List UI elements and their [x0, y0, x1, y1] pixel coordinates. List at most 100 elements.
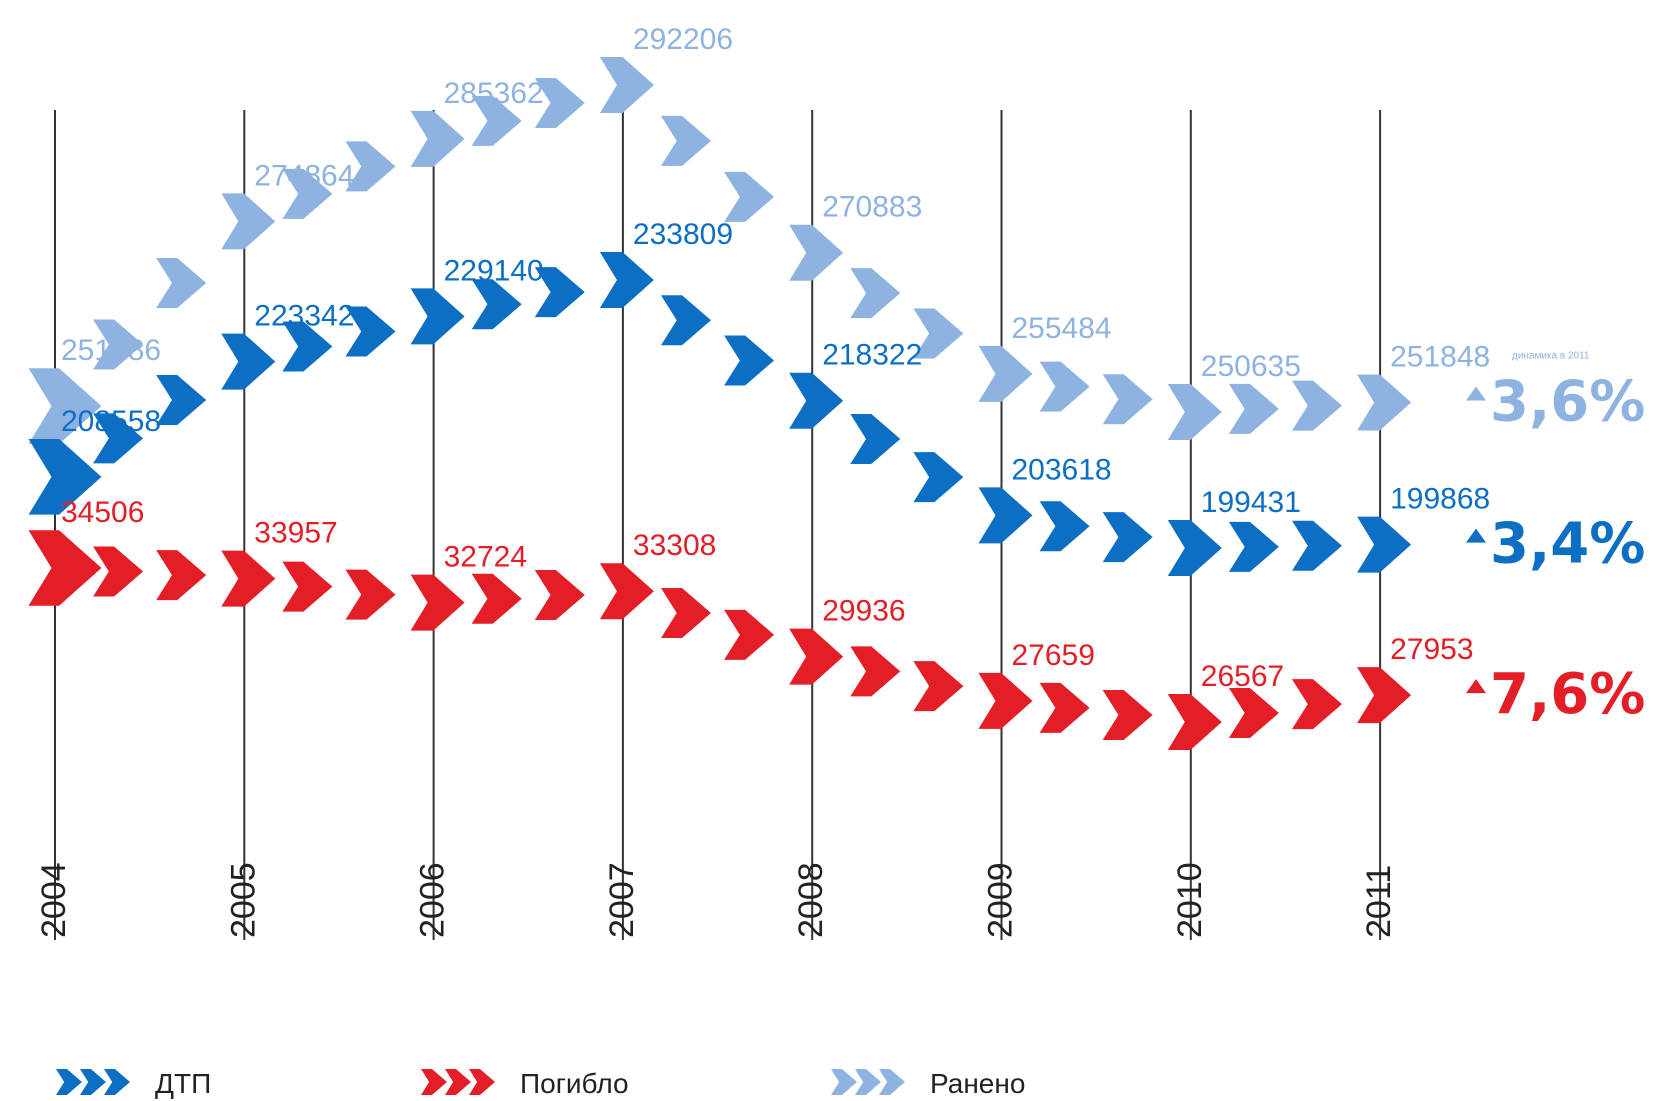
data-label-1-2008: 218322: [822, 339, 922, 372]
change-layer: 3,6% 3,4% 7,6%: [1466, 369, 1645, 727]
data-point-1-2011: [1357, 516, 1412, 573]
series-0-connector-chevron: [282, 168, 333, 219]
legend-label-1: Погибло: [520, 1068, 629, 1099]
series-0: 251386 274864 285362 292206 270883 255484 2506…: [28, 23, 1490, 444]
series-0-connector-chevron: [913, 308, 964, 359]
series-2-connector-chevron: [1102, 689, 1153, 740]
data-label-1-2011: 199868: [1390, 483, 1490, 516]
change-value-2: 7,6%: [1490, 662, 1645, 727]
data-point-0-2007: [599, 57, 654, 113]
year-label-2004: 2004: [35, 862, 73, 938]
series-layer: 251386 274864 285362 292206 270883 255484 2506…: [28, 23, 1490, 750]
data-label-0-2009: 255484: [1012, 312, 1112, 345]
series-0-connector-chevron: [724, 171, 775, 222]
data-label-2-2008: 29936: [822, 595, 905, 628]
series-2-connector-chevron: [724, 609, 775, 660]
change-arrow-2: [1466, 679, 1486, 694]
data-label-1-2005: 223342: [254, 300, 354, 333]
series-2-connector-chevron: [471, 573, 522, 624]
year-label-2007: 2007: [603, 862, 641, 938]
series-1-connector-chevron: [471, 279, 522, 330]
data-label-2-2011: 27953: [1390, 633, 1473, 666]
series-2-connector-chevron: [1292, 679, 1342, 730]
series-0-connector-chevron: [156, 257, 207, 308]
data-point-2-2010: [1167, 694, 1222, 750]
series-2-connector-chevron: [850, 646, 901, 697]
series-2-connector-chevron: [345, 569, 396, 620]
change-value-0: 3,6%: [1490, 369, 1645, 434]
legend-chevron: [56, 1069, 82, 1095]
data-point-2-2007: [599, 563, 654, 620]
data-point-1-2010: [1167, 520, 1222, 576]
legend-item-0: ДТП: [56, 1068, 211, 1099]
data-point-2-2004: [28, 530, 102, 606]
data-point-2-2009: [978, 672, 1033, 729]
data-label-1-2010: 199431: [1201, 486, 1301, 519]
series-2-connector-chevron: [1039, 682, 1090, 733]
legend-chevron: [104, 1069, 130, 1095]
data-point-0-2011: [1357, 374, 1412, 431]
data-point-1-2009: [978, 487, 1033, 544]
series-1-connector-chevron: [282, 321, 333, 372]
change-arrow-1: [1466, 528, 1486, 543]
legend-label-2: Ранено: [930, 1068, 1025, 1099]
series-0-connector-chevron: [345, 141, 396, 192]
data-point-1-2006: [410, 288, 465, 345]
series-0-connector-chevron: [1228, 383, 1279, 434]
series-0-connector-chevron: [471, 95, 522, 146]
series-2: 34506 33957 32724 33308 29936 27659 26567 27953: [28, 496, 1474, 750]
series-1-connector-chevron: [93, 413, 144, 464]
data-label-0-2006: 285362: [444, 77, 544, 110]
series-2-connector-chevron: [1228, 688, 1279, 739]
data-label-2-2009: 27659: [1012, 639, 1095, 672]
year-label-2005: 2005: [224, 862, 262, 938]
data-label-2-2007: 33308: [633, 529, 716, 562]
series-0-connector-chevron: [534, 77, 585, 128]
data-label-2-2004: 34506: [61, 496, 144, 529]
series-1-connector-chevron: [1102, 512, 1153, 563]
data-point-0-2009: [978, 345, 1033, 402]
data-label-1-2004: 208558: [61, 405, 161, 438]
year-label-2010: 2010: [1171, 862, 1209, 938]
series-1-connector-chevron: [1292, 520, 1342, 571]
legend-chevron: [80, 1069, 106, 1095]
legend-label-0: ДТП: [155, 1068, 211, 1099]
data-point-1-2007: [599, 252, 654, 308]
series-1-connector-chevron: [661, 295, 711, 346]
legend-item-1: Погибло: [421, 1068, 629, 1099]
series-1-connector-chevron: [724, 335, 775, 386]
series-1-connector-chevron: [534, 267, 585, 318]
data-point-0-2004: [28, 368, 102, 444]
data-label-0-2005: 274864: [254, 159, 354, 192]
series-0-connector-chevron: [1292, 380, 1342, 431]
series-1-connector-chevron: [156, 375, 207, 426]
data-label-2-2010: 26567: [1201, 660, 1284, 693]
year-label-2009: 2009: [982, 862, 1020, 938]
data-label-2-2006: 32724: [444, 541, 527, 574]
year-label-2006: 2006: [414, 862, 452, 938]
series-2-connector-chevron: [156, 550, 207, 601]
series-1-connector-chevron: [913, 452, 964, 503]
data-point-1-2004: [28, 439, 102, 515]
legend-chevron: [469, 1069, 495, 1095]
legend: ДТП Погибло Ранено: [56, 1068, 1025, 1099]
data-point-0-2008: [789, 224, 844, 281]
series-1-connector-chevron: [345, 306, 396, 357]
series-1-connector-chevron: [850, 413, 901, 464]
data-label-0-2011: 251848: [1390, 340, 1490, 373]
data-point-1-2008: [789, 372, 844, 429]
data-point-0-2010: [1167, 384, 1222, 440]
series-1: 208558 223342 229140 233809 218322 203618 1994…: [28, 218, 1490, 576]
data-point-2-2005: [221, 550, 276, 607]
data-label-0-2004: 251386: [61, 334, 161, 367]
series-0-connector-chevron: [850, 268, 901, 319]
data-label-1-2007: 233809: [633, 218, 733, 251]
data-point-2-2006: [410, 574, 465, 631]
data-label-0-2010: 250635: [1201, 350, 1301, 383]
series-1-connector-chevron: [1228, 521, 1279, 572]
series-2-connector-chevron: [661, 588, 711, 639]
legend-chevron: [445, 1069, 471, 1095]
data-point-2-2011: [1357, 667, 1412, 724]
data-label-2-2005: 33957: [254, 517, 337, 550]
